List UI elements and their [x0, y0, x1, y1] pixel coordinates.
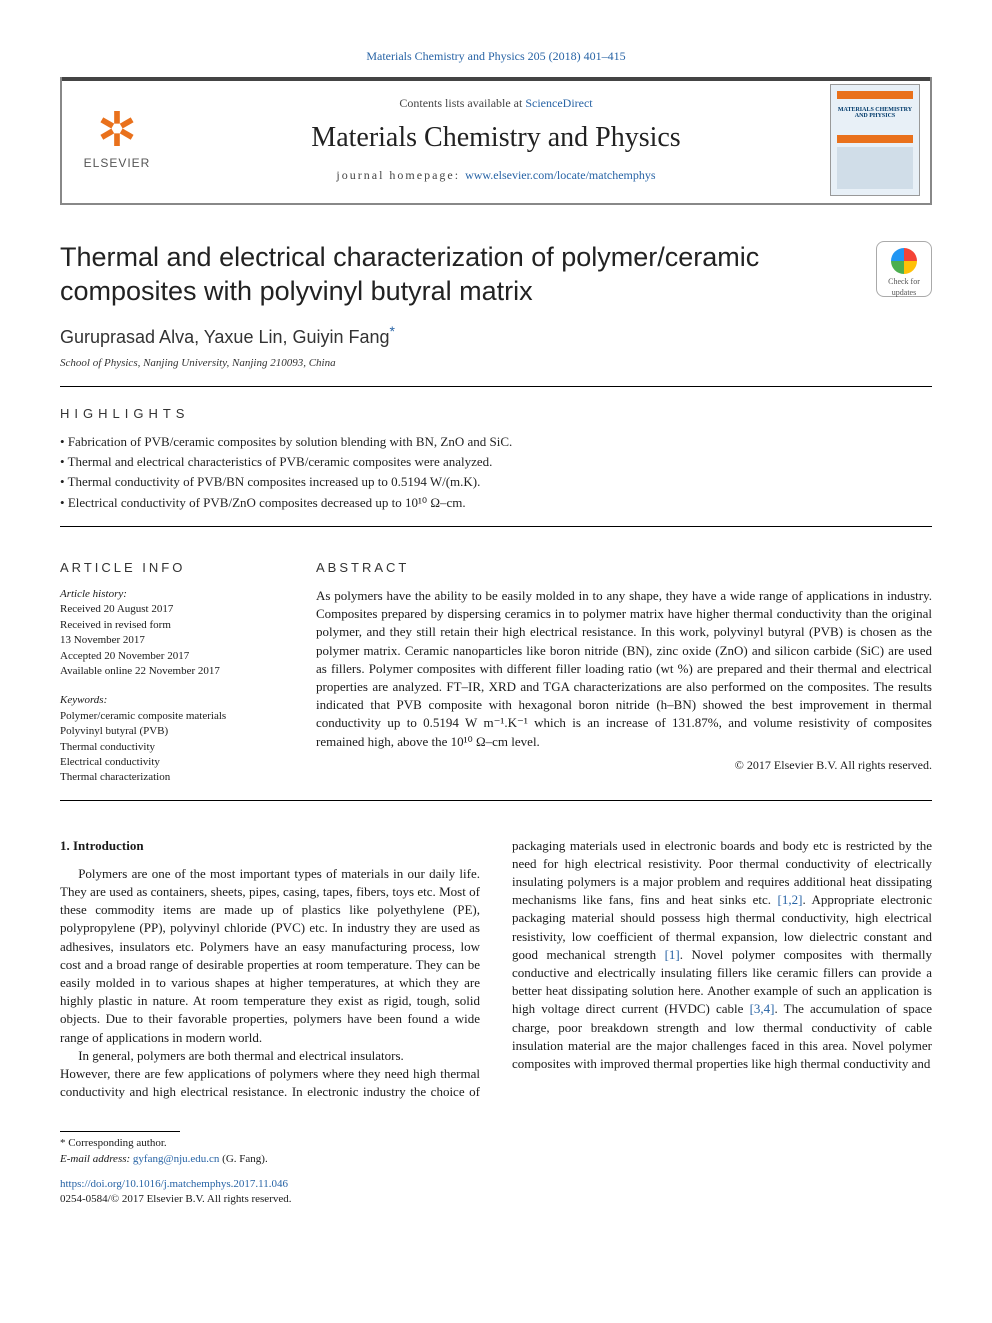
keywords-label: Keywords: [60, 693, 280, 708]
abstract-label: ABSTRACT [316, 559, 932, 577]
article-title: Thermal and electrical characterization … [60, 241, 856, 309]
homepage-link[interactable]: www.elsevier.com/locate/matchemphys [465, 168, 656, 182]
footer-block: * Corresponding author. E-mail address: … [60, 1131, 932, 1208]
journal-cover-thumbnail[interactable]: MATERIALS CHEMISTRY AND PHYSICS [830, 84, 920, 196]
header-topbar [62, 77, 930, 81]
cover-accent-bar [837, 91, 913, 99]
journal-header: ✲ ELSEVIER Contents lists available at S… [60, 77, 932, 205]
abstract-copyright: © 2017 Elsevier B.V. All rights reserved… [316, 757, 932, 774]
cover-body [837, 147, 913, 189]
elsevier-logo[interactable]: ✲ ELSEVIER [62, 99, 172, 180]
citation-link[interactable]: [1] [665, 947, 680, 962]
contents-line: Contents lists available at ScienceDirec… [172, 95, 820, 112]
crossmark-badge[interactable]: Check for updates [876, 241, 932, 297]
elsevier-wordmark: ELSEVIER [74, 155, 160, 172]
homepage-prefix: journal homepage: [336, 168, 465, 182]
authors-names: Guruprasad Alva, Yaxue Lin, Guiyin Fang [60, 327, 390, 347]
elsevier-tree-icon: ✲ [74, 107, 160, 155]
authors-line: Guruprasad Alva, Yaxue Lin, Guiyin Fang* [60, 322, 932, 350]
email-line: E-mail address: gyfang@nju.edu.cn (G. Fa… [60, 1152, 932, 1167]
highlight-item: Fabrication of PVB/ceramic composites by… [60, 433, 932, 451]
rule-3 [60, 800, 932, 801]
abstract-text: As polymers have the ability to be easil… [316, 587, 932, 751]
keyword: Thermal characterization [60, 770, 280, 785]
body-paragraph: Polymers are one of the most important t… [60, 865, 480, 1047]
intro-heading: 1. Introduction [60, 837, 480, 855]
article-info-column: ARTICLE INFO Article history: Received 2… [60, 541, 280, 786]
journal-name: Materials Chemistry and Physics [172, 118, 820, 157]
cover-title: MATERIALS CHEMISTRY AND PHYSICS [835, 107, 915, 120]
citation-link[interactable]: [1,2] [778, 892, 803, 907]
top-citation[interactable]: Materials Chemistry and Physics 205 (201… [60, 48, 932, 65]
keyword: Thermal conductivity [60, 740, 280, 755]
doi-link[interactable]: https://doi.org/10.1016/j.matchemphys.20… [60, 1177, 932, 1192]
homepage-line: journal homepage: www.elsevier.com/locat… [172, 167, 820, 184]
article-info-label: ARTICLE INFO [60, 559, 280, 577]
crossmark-icon [891, 248, 917, 274]
history-line: Received in revised form [60, 618, 280, 633]
history-line: Accepted 20 November 2017 [60, 649, 280, 664]
email-label: E-mail address: [60, 1153, 133, 1165]
keyword: Electrical conductivity [60, 755, 280, 770]
corresponding-author-note: * Corresponding author. [60, 1136, 932, 1151]
email-suffix: (G. Fang). [219, 1153, 267, 1165]
rule-1 [60, 386, 932, 387]
issn-copyright: 0254-0584/© 2017 Elsevier B.V. All right… [60, 1192, 932, 1207]
body-paragraph: In general, polymers are both thermal an… [60, 1047, 480, 1065]
corresponding-star-icon[interactable]: * [390, 323, 395, 339]
keyword: Polyvinyl butyral (PVB) [60, 724, 280, 739]
sciencedirect-link[interactable]: ScienceDirect [525, 96, 592, 110]
keyword: Polymer/ceramic composite materials [60, 709, 280, 724]
body-columns: 1. Introduction Polymers are one of the … [60, 837, 932, 1102]
email-link[interactable]: gyfang@nju.edu.cn [133, 1153, 220, 1165]
footnote-rule [60, 1131, 180, 1132]
crossmark-label: Check for updates [888, 277, 920, 297]
highlight-item: Thermal and electrical characteristics o… [60, 453, 932, 471]
history-line: 13 November 2017 [60, 633, 280, 648]
history-line: Received 20 August 2017 [60, 602, 280, 617]
history-label: Article history: [60, 587, 280, 602]
citation-link[interactable]: [3,4] [750, 1001, 775, 1016]
highlights-list: Fabrication of PVB/ceramic composites by… [60, 433, 932, 512]
abstract-column: ABSTRACT As polymers have the ability to… [316, 541, 932, 786]
contents-prefix: Contents lists available at [399, 96, 525, 110]
cover-accent-strip [837, 135, 913, 143]
highlights-label: HIGHLIGHTS [60, 405, 932, 423]
highlight-item: Thermal conductivity of PVB/BN composite… [60, 473, 932, 491]
rule-2 [60, 526, 932, 527]
highlight-item: Electrical conductivity of PVB/ZnO compo… [60, 494, 932, 512]
history-line: Available online 22 November 2017 [60, 664, 280, 679]
affiliation: School of Physics, Nanjing University, N… [60, 356, 932, 371]
header-center: Contents lists available at ScienceDirec… [172, 95, 820, 184]
